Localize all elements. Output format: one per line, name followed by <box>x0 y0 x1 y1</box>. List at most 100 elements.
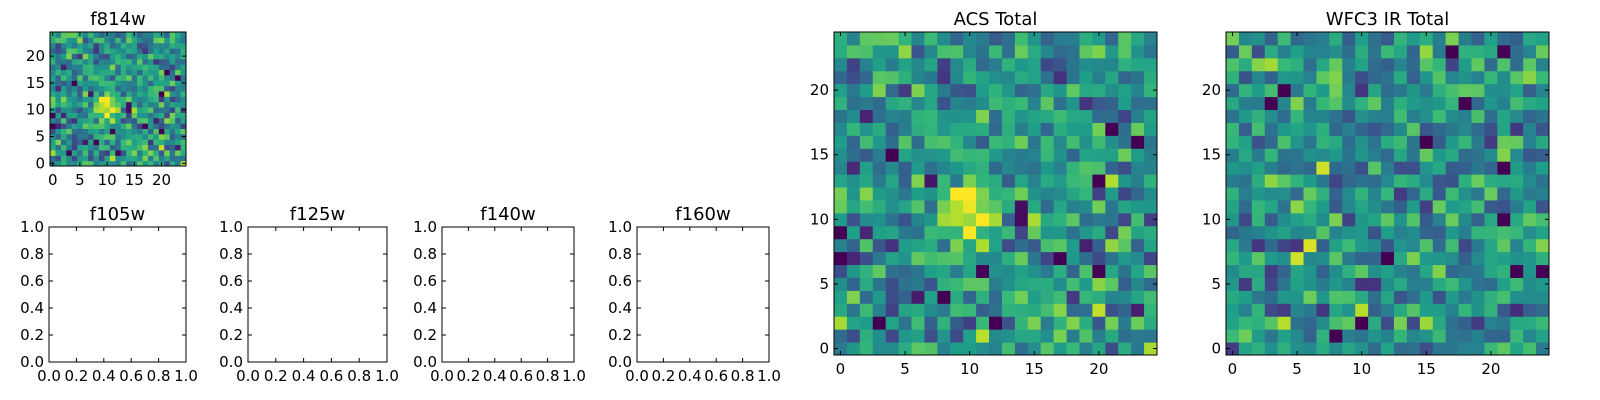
heatmap-cell <box>82 58 89 65</box>
heatmap-cell <box>1484 83 1498 98</box>
heatmap-cell <box>88 112 95 119</box>
heatmap-cell <box>153 133 160 140</box>
heatmap-cell <box>1536 96 1550 111</box>
axes-frame <box>441 226 575 363</box>
heatmap-cell <box>126 139 133 146</box>
heatmap-cell <box>1144 122 1158 136</box>
heatmap-cell <box>1406 96 1421 111</box>
heatmap-cell <box>1342 44 1356 59</box>
heatmap-cell <box>137 101 143 108</box>
heatmap-cell <box>93 53 100 60</box>
heatmap-cell <box>169 48 176 54</box>
heatmap-cell <box>1419 148 1434 162</box>
heatmap-cell <box>126 53 133 60</box>
heatmap-cell <box>1329 264 1343 278</box>
heatmap-cell <box>93 112 100 119</box>
heatmap-cell <box>1251 238 1266 253</box>
heatmap-cell <box>1432 122 1447 136</box>
heatmap-cell <box>1277 122 1292 136</box>
heatmap-cell <box>1118 122 1132 136</box>
heatmap-cell <box>1484 316 1498 330</box>
heatmap-cell <box>1432 290 1447 304</box>
heatmap-cell <box>1014 264 1029 278</box>
heatmap-cell <box>50 64 56 71</box>
heatmap-cell <box>1329 32 1343 46</box>
heatmap-cell <box>976 148 990 162</box>
heatmap-cell <box>1355 96 1369 111</box>
heatmap-cell <box>1329 187 1343 201</box>
heatmap-cell <box>1226 57 1240 72</box>
heatmap-cell <box>872 96 887 111</box>
heatmap-cell <box>1290 44 1305 59</box>
heatmap-cell <box>1355 290 1369 304</box>
heatmap-cell <box>950 342 964 356</box>
heatmap-cell <box>989 148 1003 162</box>
heatmap-cell <box>109 144 116 151</box>
heatmap-cell <box>175 64 182 71</box>
heatmap-cell <box>1445 212 1460 227</box>
heatmap-cell <box>1144 32 1158 46</box>
heatmap-cell <box>104 123 111 129</box>
panel-title: f140w <box>480 204 535 225</box>
heatmap-cell <box>1342 174 1356 188</box>
heatmap-cell <box>1368 199 1382 214</box>
heatmap-cell <box>1355 303 1369 317</box>
heatmap-cell <box>937 342 951 356</box>
heatmap-cell <box>175 37 182 44</box>
heatmap-cell <box>859 70 874 85</box>
heatmap-cell <box>1342 238 1356 253</box>
heatmap-cell <box>120 117 127 124</box>
heatmap-cell <box>71 80 78 87</box>
heatmap-cell <box>1105 109 1119 123</box>
heatmap-cell <box>142 80 149 87</box>
heatmap-cell <box>147 53 154 60</box>
heatmap-cell <box>66 69 73 76</box>
heatmap-cell <box>66 42 73 49</box>
heatmap-cell <box>1393 212 1408 227</box>
heatmap-cell <box>1432 264 1447 278</box>
heatmap-cell <box>1510 187 1524 201</box>
heatmap-cell <box>66 96 73 103</box>
heatmap-cell <box>1393 109 1408 123</box>
heatmap-cell <box>104 128 111 135</box>
heatmap-cell <box>950 303 964 317</box>
heatmap-cell <box>71 149 78 156</box>
heatmap-cell <box>115 58 122 65</box>
heatmap-cell <box>1226 212 1240 227</box>
heatmap-cell <box>115 90 122 97</box>
heatmap-cell <box>1066 277 1080 291</box>
heatmap-cell <box>71 48 78 54</box>
heatmap-cell <box>60 37 67 44</box>
heatmap-cell <box>1523 148 1537 162</box>
heatmap-cell <box>846 251 861 266</box>
heatmap-cell <box>142 64 149 71</box>
heatmap-cell <box>93 74 100 81</box>
heatmap-cell <box>885 44 900 59</box>
heatmap-cell <box>1144 57 1158 72</box>
heatmap-cell <box>1040 187 1055 201</box>
heatmap-cell <box>142 160 149 167</box>
heatmap-cell <box>976 329 990 343</box>
heatmap-cell <box>1079 32 1093 46</box>
heatmap-cell <box>1027 122 1042 136</box>
heatmap-cell <box>1329 251 1343 266</box>
heatmap-cell <box>846 57 861 72</box>
heatmap-cell <box>989 44 1003 59</box>
heatmap-cell <box>82 107 89 113</box>
heatmap-cell <box>164 96 171 103</box>
heatmap-cell <box>158 155 165 162</box>
heatmap-cell <box>88 96 95 103</box>
heatmap-cell <box>1458 70 1472 85</box>
heatmap-cell <box>77 53 84 60</box>
heatmap-cell <box>1536 290 1550 304</box>
x-tick-label: 0 <box>836 360 846 378</box>
heatmap-cell <box>1092 161 1106 175</box>
heatmap-cell <box>1355 148 1369 162</box>
heatmap-cell <box>71 53 78 60</box>
heatmap-cell <box>1471 44 1485 59</box>
heatmap-cell <box>834 329 848 343</box>
x-tick-label: 15 <box>125 171 144 189</box>
heatmap-cell <box>1497 290 1511 304</box>
heatmap-cell <box>1118 251 1132 266</box>
heatmap-cell <box>120 53 127 60</box>
